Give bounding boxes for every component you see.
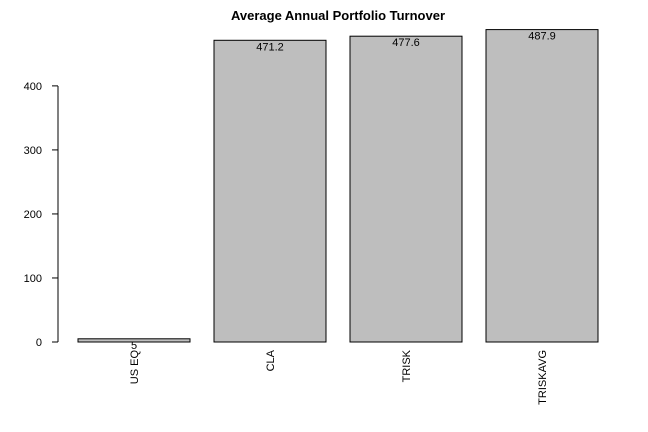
x-category-label: TRISK — [401, 349, 413, 382]
bar — [349, 35, 463, 343]
bar-value-label: 477.6 — [392, 37, 420, 49]
bar — [213, 39, 327, 343]
bar-value-label: 5 — [131, 340, 137, 352]
x-category-label: US EQ — [129, 350, 141, 385]
y-tick-label: 300 — [24, 145, 42, 157]
bars-group: 5US EQ 471.2 CLA 477.6 TRISK 487.9 TRISKAVG — [77, 29, 599, 405]
y-tick-label: 0 — [36, 337, 42, 349]
bar — [485, 29, 599, 343]
x-category-label: CLA — [265, 349, 277, 371]
bar-value-label: 471.2 — [256, 41, 284, 53]
y-tick-label: 400 — [24, 81, 42, 93]
x-category-label: TRISKAVG — [537, 350, 549, 405]
y-tick-label: 100 — [24, 273, 42, 285]
y-tick-label: 200 — [24, 209, 42, 221]
chart-title: Average Annual Portfolio Turnover — [231, 8, 445, 23]
bar-value-label: 487.9 — [528, 31, 556, 43]
bar — [77, 338, 191, 343]
y-axis-ticks: 0 100 200 300 400 — [24, 81, 58, 349]
